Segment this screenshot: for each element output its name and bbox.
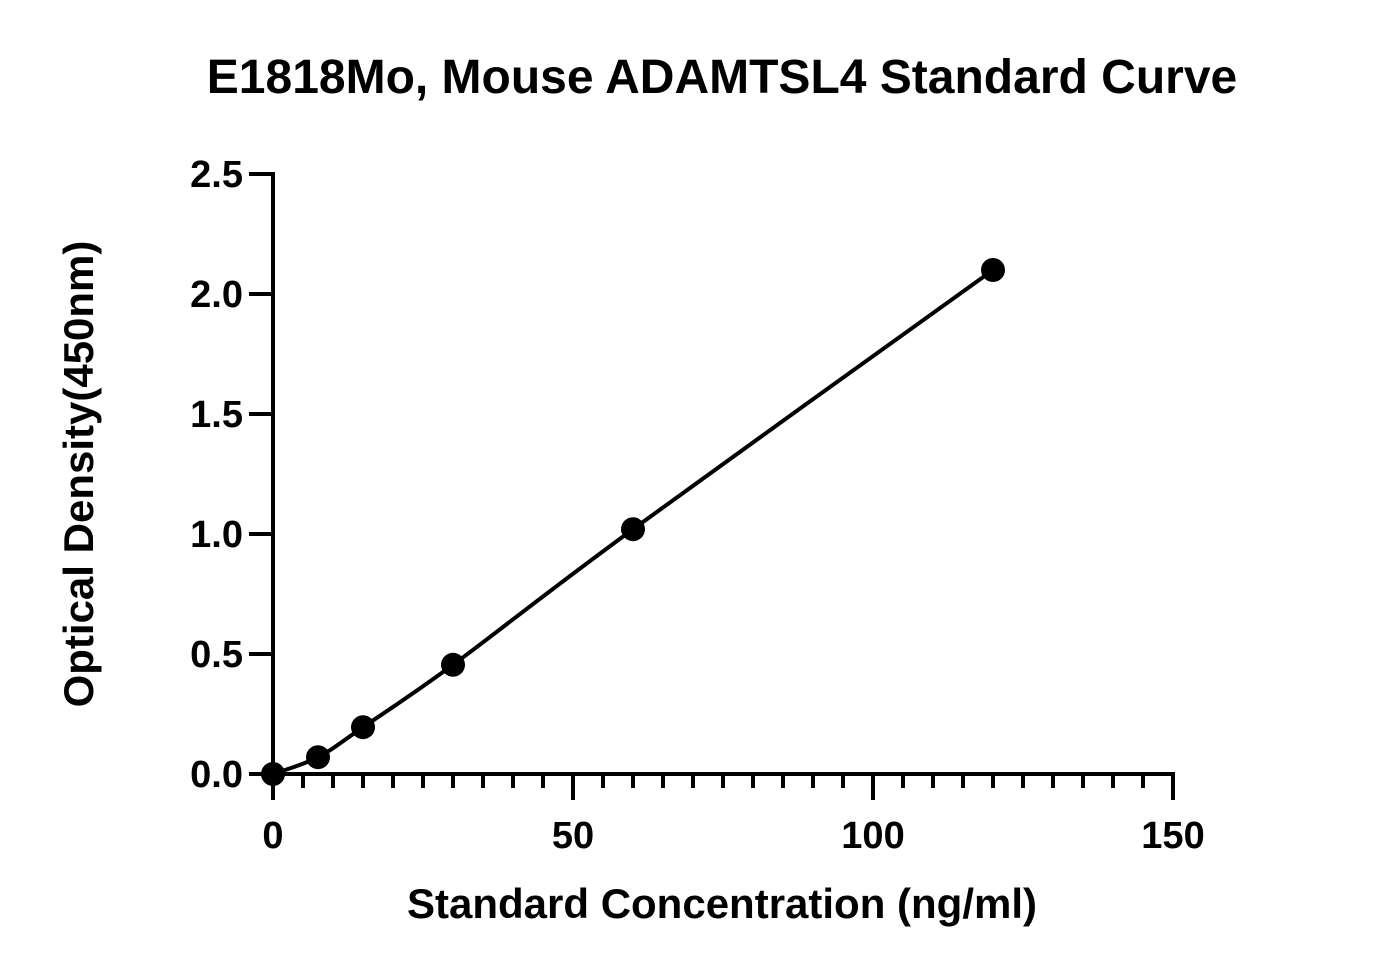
x-tick-label: 50: [552, 815, 594, 857]
y-ticks: 0.0 0.5 1.0 1.5 2.0 2.5: [190, 154, 273, 796]
axes: [271, 172, 1175, 776]
data-point: [261, 762, 285, 786]
y-tick-label: 2.5: [190, 154, 243, 196]
data-point: [306, 745, 330, 770]
y-tick-label: 0.5: [190, 634, 243, 676]
x-tick-label: 0: [262, 815, 283, 857]
data-point: [441, 652, 465, 677]
data-point: [981, 258, 1005, 282]
x-ticks: 0 50 100 150: [262, 774, 1205, 857]
x-tick-label: 150: [1141, 815, 1204, 857]
y-tick-label: 1.5: [190, 394, 243, 436]
y-tick-label: 1.0: [190, 514, 243, 556]
data-point: [351, 715, 375, 740]
y-tick-label: 0.0: [190, 754, 243, 796]
data-point: [621, 517, 645, 542]
y-tick-label: 2.0: [190, 274, 243, 316]
points-layer: [261, 258, 1005, 786]
x-axis-label: Standard Concentration (ng/ml): [407, 880, 1037, 927]
chart-title: E1818Mo, Mouse ADAMTSL4 Standard Curve: [207, 51, 1237, 104]
y-axis-label: Optical Density(450nm): [55, 241, 102, 708]
x-tick-label: 100: [841, 815, 904, 857]
